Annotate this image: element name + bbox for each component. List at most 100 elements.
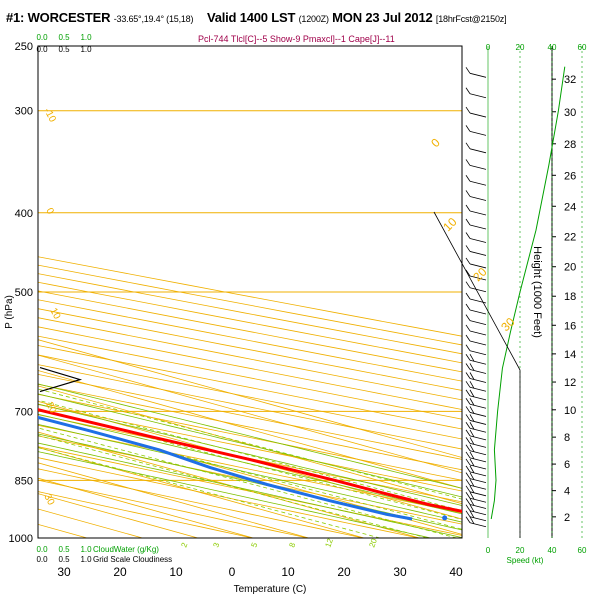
temperature-tick: 10 bbox=[281, 565, 295, 579]
dry-adiabat-label: 30 bbox=[498, 315, 518, 335]
wind-barb bbox=[465, 472, 487, 484]
height-tick-label: 24 bbox=[564, 201, 576, 213]
wind-barb bbox=[465, 516, 487, 528]
wind-barb bbox=[465, 281, 487, 293]
dry-adiabat bbox=[38, 468, 364, 538]
isotherm-line bbox=[38, 447, 365, 538]
pressure-tick-400: 400 bbox=[15, 208, 33, 220]
temperature-tick: 20 bbox=[337, 565, 351, 579]
wind-barb bbox=[465, 458, 487, 470]
height-tick-label: 14 bbox=[564, 349, 576, 361]
speed-tick-top: 60 bbox=[578, 43, 587, 52]
wind-barb bbox=[465, 190, 487, 201]
isotherm-label: -10 bbox=[41, 106, 58, 124]
chart-title: #1: WORCESTER -33.65°,19.4° (15,18) Vali… bbox=[6, 10, 507, 25]
wind-barb bbox=[465, 389, 487, 401]
speed-tick-bottom: 60 bbox=[578, 546, 587, 555]
moist-adiabat bbox=[38, 413, 462, 515]
pressure-tick-850: 850 bbox=[15, 475, 33, 487]
temperature-tick: 40 bbox=[449, 565, 463, 579]
wind-barb bbox=[465, 269, 487, 281]
height-tick-label: 22 bbox=[564, 232, 576, 244]
cloud-tick-bottom: 0.5 bbox=[58, 545, 70, 554]
moist-adiabat bbox=[38, 442, 462, 538]
speed-tick-bottom: 20 bbox=[516, 546, 525, 555]
height-tick-label: 4 bbox=[564, 486, 570, 498]
isotherm-label: 30 bbox=[41, 492, 56, 507]
wind-barb bbox=[465, 492, 487, 503]
mixing-ratio-line bbox=[38, 427, 457, 538]
dry-adiabat bbox=[38, 317, 462, 401]
wind-barb bbox=[465, 218, 487, 230]
temperature-tick: 0 bbox=[229, 565, 236, 579]
cloud-tick-bottom: 1.0 bbox=[80, 545, 92, 554]
valid-time: Valid 1400 LST bbox=[206, 10, 296, 25]
mixing-ratio-label: 2 bbox=[179, 541, 189, 549]
mixing-ratio-line bbox=[38, 408, 462, 520]
cloudiness-tick-bottom: 0.5 bbox=[58, 555, 70, 564]
wind-barb bbox=[465, 334, 487, 346]
cloud-tick-bottom: 0.0 bbox=[36, 545, 48, 554]
station-coords: -33.65°,19.4° (15,18) bbox=[113, 14, 194, 24]
wind-barb bbox=[465, 67, 487, 78]
dry-adiabat bbox=[38, 345, 462, 430]
dry-adiabat bbox=[38, 435, 462, 525]
height-tick-label: 20 bbox=[564, 262, 576, 274]
height-tick-label: 6 bbox=[564, 459, 570, 471]
mixing-ratio-label: 3 bbox=[211, 541, 221, 549]
cloud-tick-top: 1.0 bbox=[80, 33, 92, 42]
wind-barb bbox=[465, 406, 487, 417]
wind-barb bbox=[465, 381, 487, 392]
wind-barb bbox=[465, 106, 487, 118]
temperature-tick: 10 bbox=[169, 565, 183, 579]
dry-adiabat bbox=[38, 479, 308, 538]
pressure-tick-1000: 1000 bbox=[9, 533, 33, 545]
profile-lines bbox=[38, 408, 506, 522]
grid-cloudiness-label: Grid Scale Cloudiness bbox=[93, 555, 172, 564]
wind-barb bbox=[465, 437, 487, 448]
isotherm-line bbox=[38, 354, 462, 474]
isotherm-line bbox=[38, 431, 420, 538]
dry-adiabat bbox=[38, 290, 462, 373]
wind-barb bbox=[465, 232, 487, 243]
speed-tick-top: 20 bbox=[516, 43, 525, 52]
mixing-ratio-line bbox=[38, 388, 462, 500]
pressure-tick-500: 500 bbox=[15, 287, 33, 299]
wind-barb bbox=[465, 372, 487, 383]
cloudiness-tick-top: 1.0 bbox=[80, 45, 92, 54]
isotherm-line bbox=[38, 339, 462, 458]
grid-layer bbox=[38, 46, 462, 538]
valid-date: MON 23 Jul 2012 bbox=[332, 10, 433, 25]
height-tick-label: 30 bbox=[564, 107, 576, 119]
mixing-ratio-label: 8 bbox=[287, 541, 297, 549]
surface-temperature-point bbox=[501, 517, 506, 522]
surface-dewpoint-point bbox=[442, 515, 448, 521]
dry-adiabat bbox=[38, 414, 462, 503]
wind-barb bbox=[465, 429, 487, 441]
mixing-ratio-label: 12 bbox=[323, 537, 335, 549]
cloud-tick-top: 0.0 bbox=[36, 33, 48, 42]
wind-barb bbox=[465, 510, 487, 522]
temperature-tick: 30 bbox=[393, 565, 407, 579]
height-tick-label: 10 bbox=[564, 405, 576, 417]
dry-adiabat bbox=[38, 308, 462, 391]
wind-barb bbox=[465, 465, 487, 477]
wind-barb bbox=[465, 504, 487, 516]
y-axis-label: P (hPa) bbox=[4, 295, 15, 329]
valid-zulu: (1200Z) bbox=[298, 14, 329, 24]
mixing-ratio-label: 20 bbox=[367, 537, 379, 549]
temperature-tick: 30 bbox=[57, 565, 71, 579]
dry-adiabat bbox=[38, 424, 462, 514]
dry-adiabat bbox=[38, 364, 462, 450]
dry-adiabat bbox=[38, 354, 462, 440]
wind-barb bbox=[465, 444, 487, 456]
dry-adiabat bbox=[38, 326, 462, 410]
isotherm-label: 20 bbox=[43, 400, 58, 415]
wind-barb bbox=[465, 257, 487, 269]
wind-barb bbox=[465, 303, 487, 315]
moist-adiabat bbox=[38, 403, 462, 506]
dry-adiabat-label: 0 bbox=[428, 135, 443, 150]
pressure-tick-700: 700 bbox=[15, 406, 33, 418]
wind-barb bbox=[465, 87, 487, 99]
